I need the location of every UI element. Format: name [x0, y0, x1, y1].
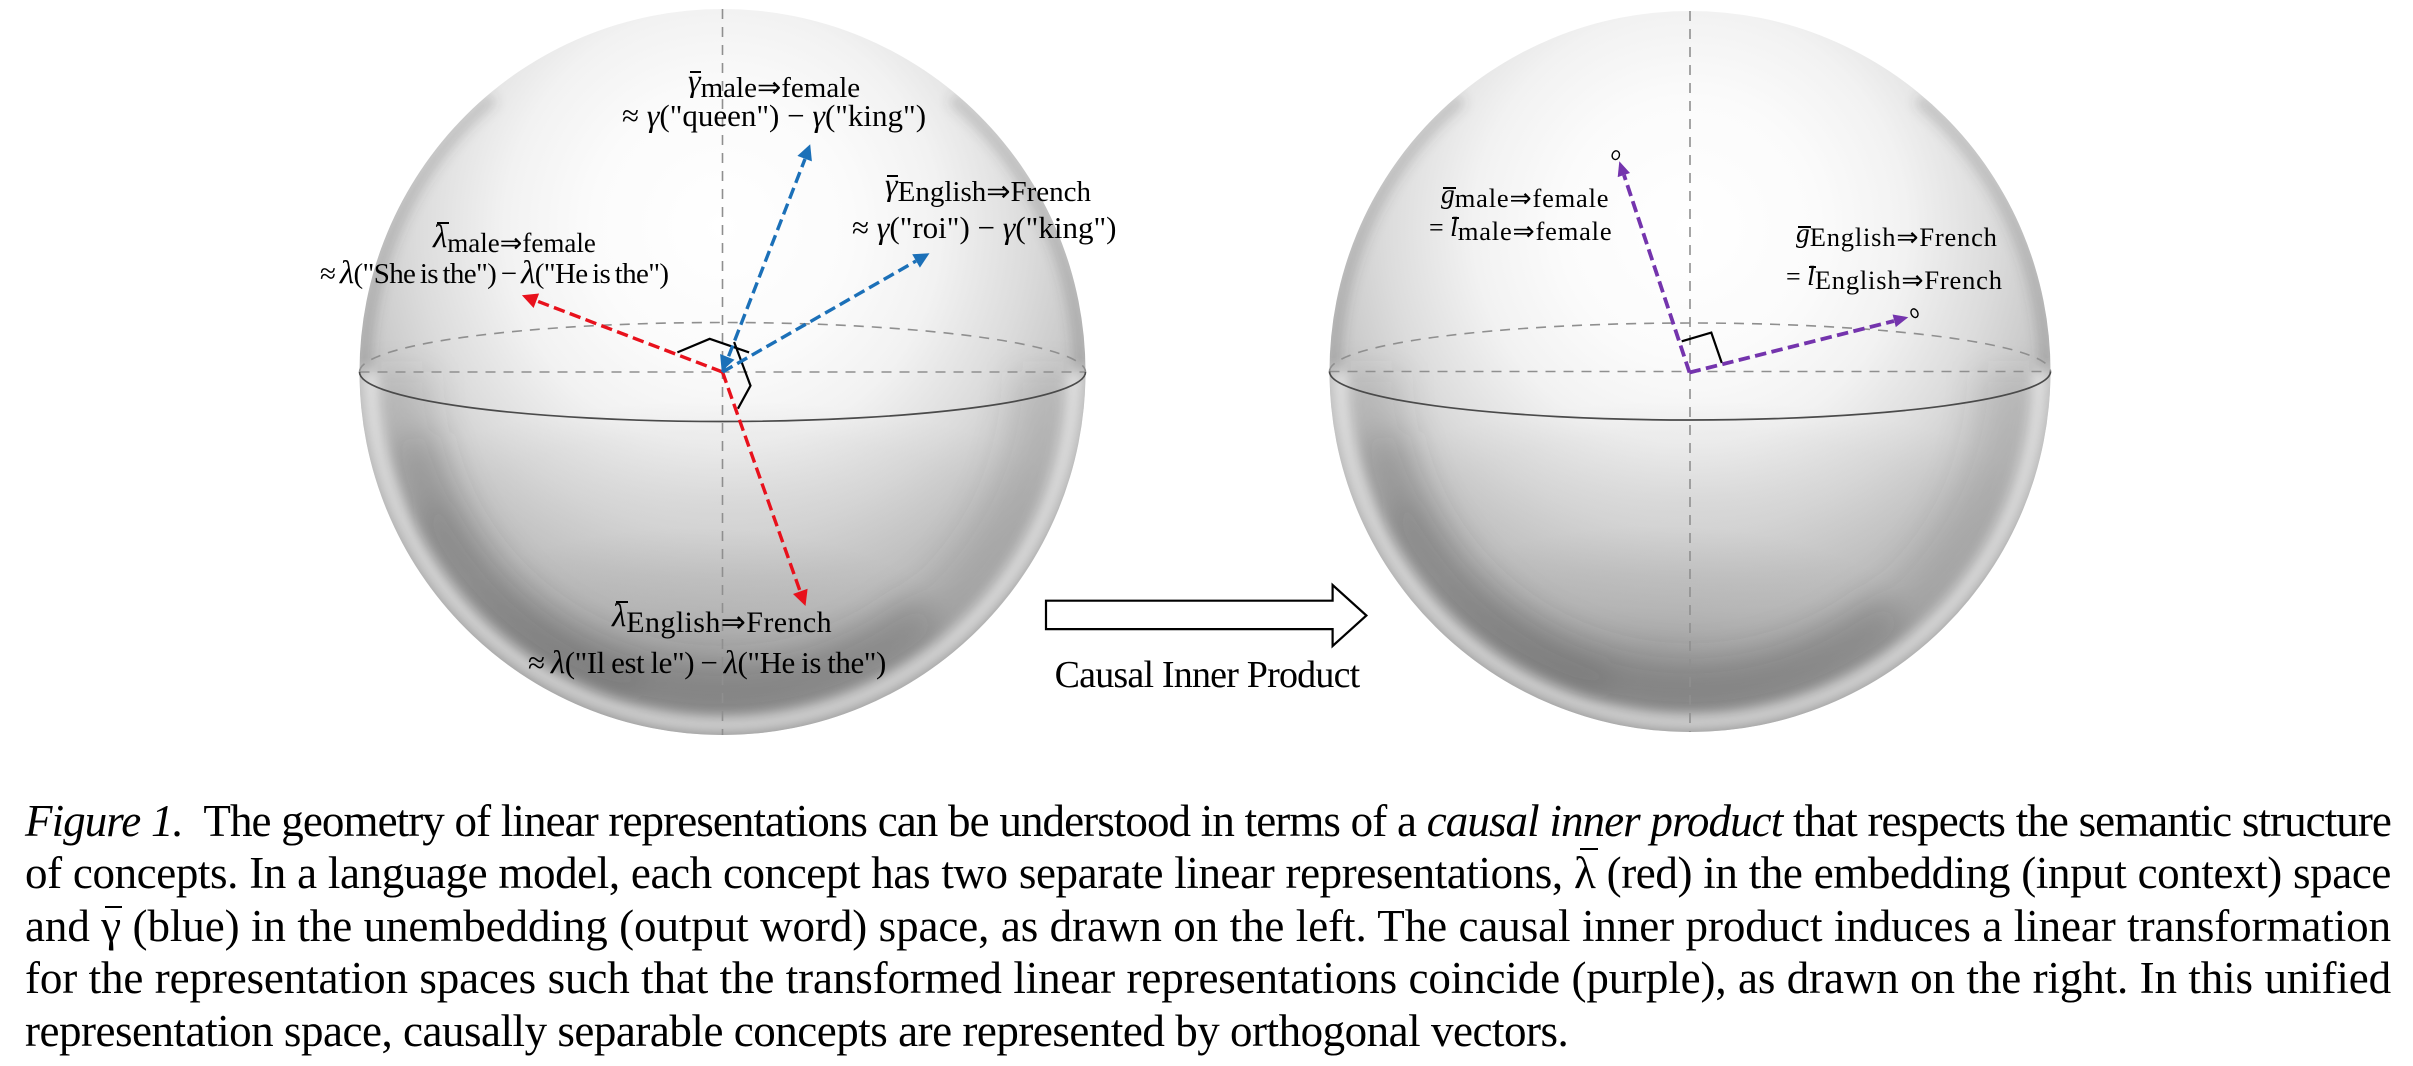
svg-text:Causal Inner Product: Causal Inner Product	[1055, 654, 1361, 696]
